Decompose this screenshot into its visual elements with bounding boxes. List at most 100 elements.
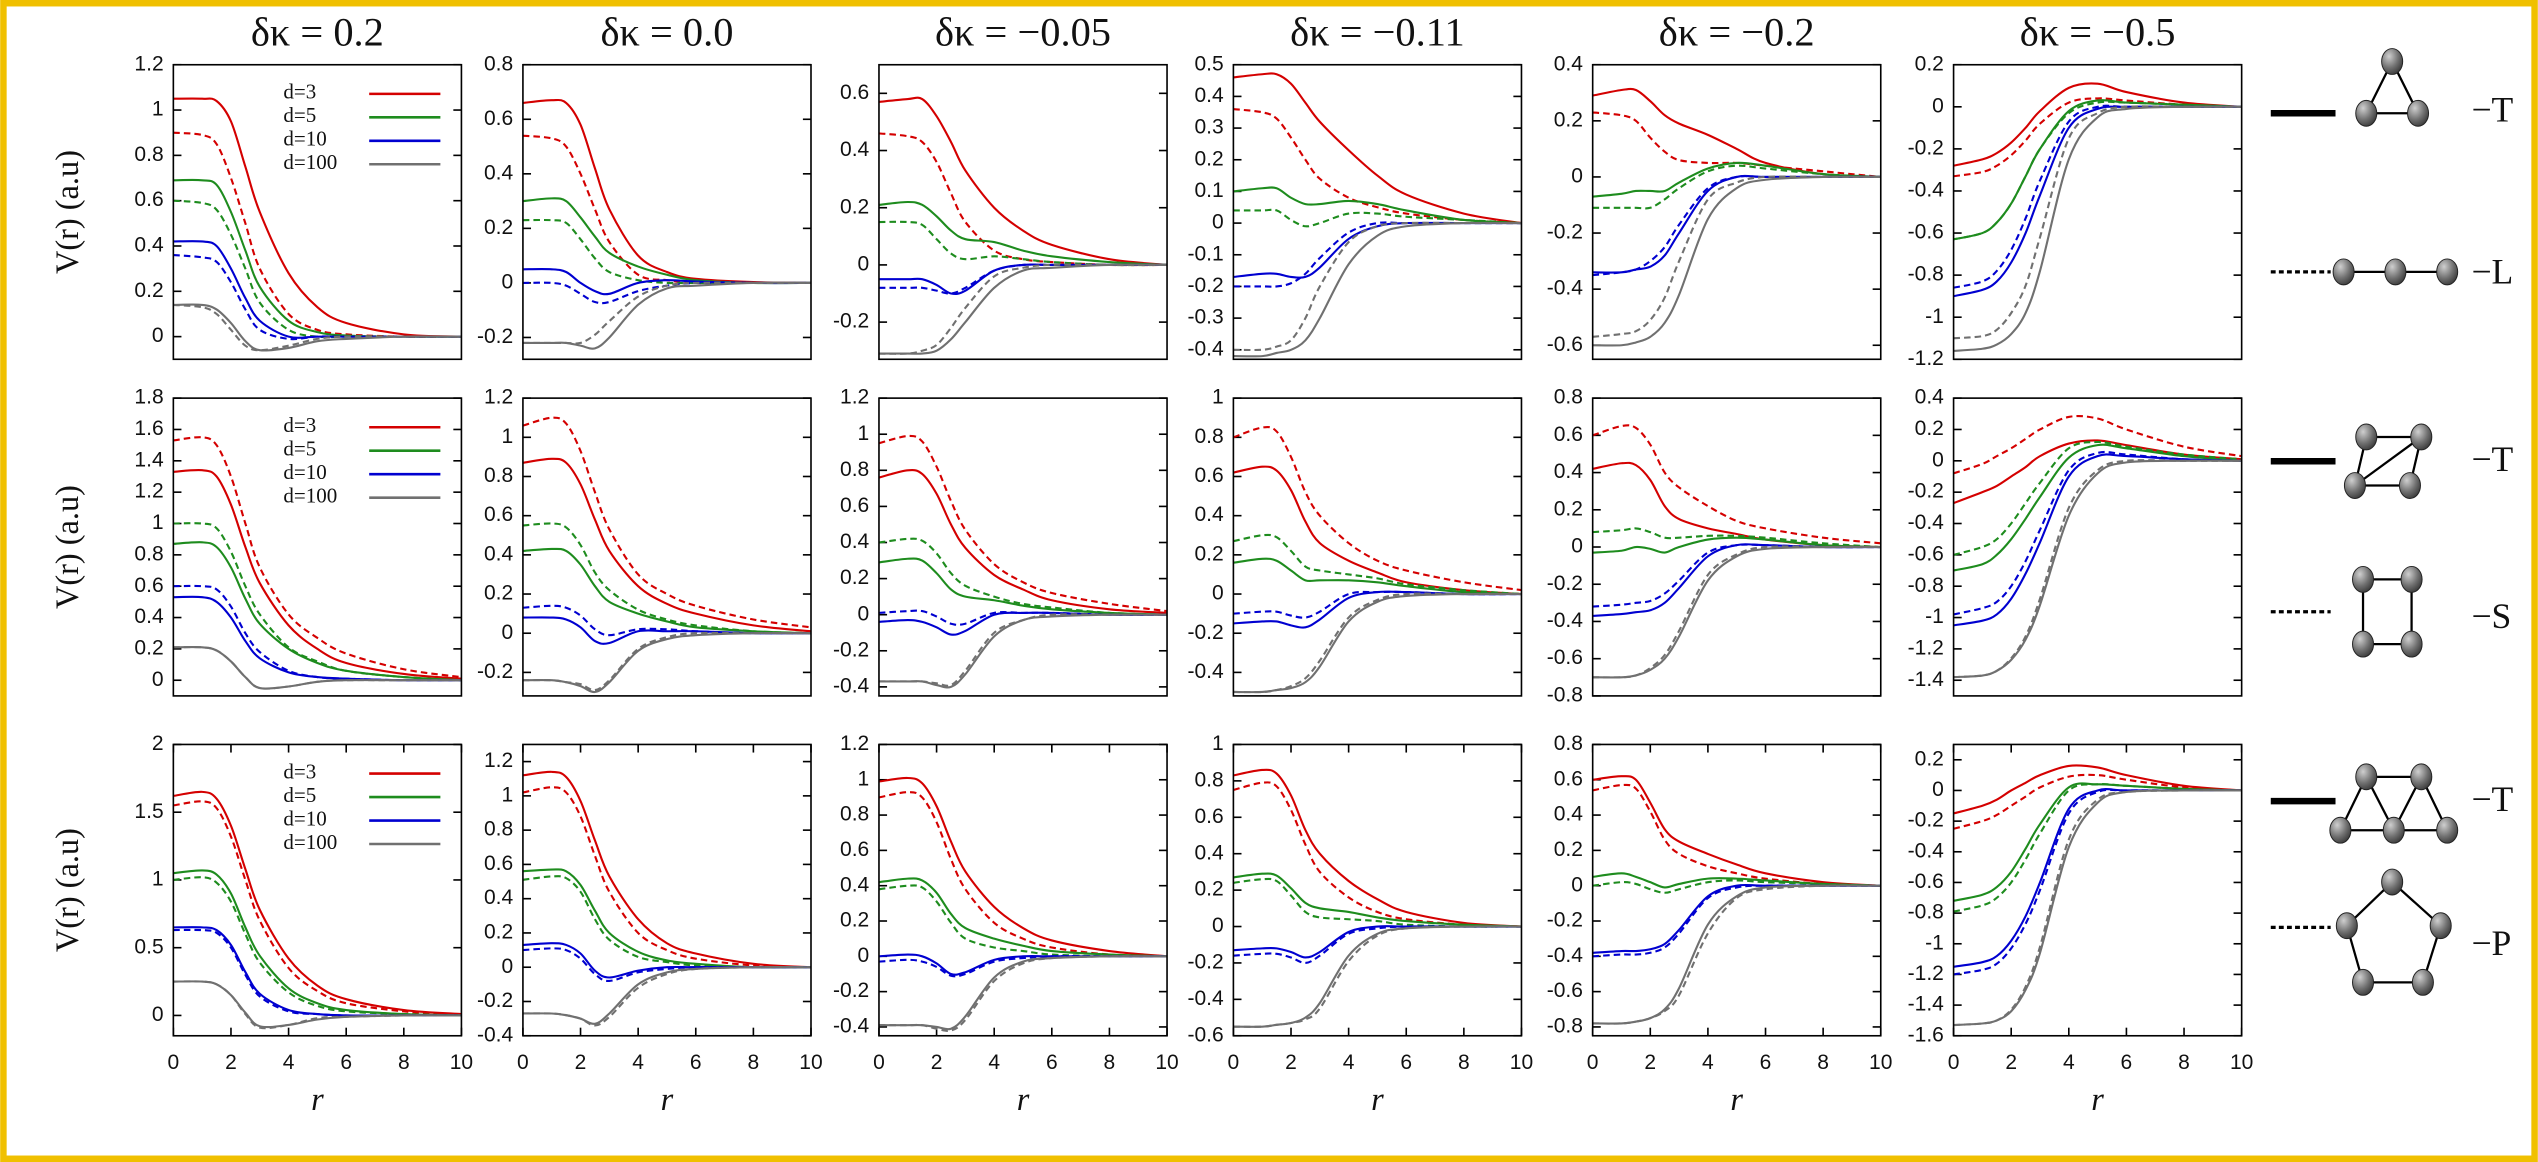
y-tick-label: 1.2 (134, 480, 163, 503)
plot-frame (878, 63, 1168, 361)
y-tick-label: 0.4 (484, 886, 514, 909)
atom (2335, 912, 2358, 940)
legend-label: d=5 (283, 437, 316, 461)
data-line (878, 877, 1168, 958)
y-tick-label: 0.6 (134, 574, 163, 597)
structure-label: −P (2471, 923, 2511, 963)
y-tick-label: -0.2 (1908, 136, 1944, 159)
y-tick-label: 0.6 (484, 107, 513, 130)
y-tick-label: -0.2 (1547, 572, 1583, 595)
x-tick-label: 0 (1587, 1051, 1599, 1074)
data-line (1233, 590, 1522, 619)
plot-frame (1952, 63, 2243, 361)
data-line (878, 263, 1168, 355)
y-axis-label: V(r) (a.u) (49, 485, 85, 609)
plot-area (878, 776, 1168, 1032)
y-tick-label: 0.2 (840, 909, 869, 932)
y-tick-label: 0.8 (484, 464, 513, 487)
legend-label: d=5 (283, 783, 316, 807)
data-line (173, 646, 462, 690)
x-tick-label: 4 (1343, 1051, 1355, 1074)
data-line (878, 613, 1168, 687)
bond (2354, 436, 2422, 487)
data-line (173, 436, 462, 679)
x-tick-label: 4 (988, 1051, 1000, 1074)
x-tick-label: 10 (450, 1051, 473, 1074)
atom (2382, 816, 2405, 844)
data-line (1953, 82, 2242, 167)
y-tick-label: 0.8 (484, 818, 513, 841)
plot-area (1233, 425, 1522, 694)
y-tick-label: 0.4 (840, 530, 870, 553)
plot-area (1953, 764, 2242, 1027)
y-tick-label: -0.4 (1187, 337, 1224, 360)
y-tick-label: 1 (152, 98, 164, 121)
atom (2410, 423, 2433, 451)
y-tick-label: 0.2 (484, 216, 513, 239)
atom (2381, 868, 2404, 896)
y-tick-label: 0 (1212, 914, 1224, 937)
atom (2384, 258, 2407, 286)
atom (2355, 423, 2378, 451)
y-tick-label: 1 (858, 767, 870, 790)
atom (2400, 630, 2423, 658)
y-tick-label: 0.2 (1194, 878, 1223, 901)
y-tick-label: 1.2 (840, 732, 869, 755)
data-line (1953, 764, 2242, 815)
y-tick-label: -0.2 (833, 979, 869, 1002)
data-line (522, 457, 811, 633)
data-line (1233, 781, 1522, 928)
data-line (1953, 453, 2242, 627)
plot-frame (1232, 63, 1523, 361)
x-tick-label: 6 (2121, 1051, 2133, 1074)
plot-frame (1952, 397, 2243, 697)
y-axis-label: V(r) (a.u) (49, 150, 85, 274)
y-tick-label: 0.6 (484, 852, 513, 875)
y-tick-label: 1.5 (134, 800, 163, 823)
y-tick-label: 0.2 (1554, 108, 1583, 131)
y-tick-label: 0 (1571, 873, 1583, 896)
data-line (1953, 105, 2242, 340)
y-tick-label: -0.2 (1547, 221, 1583, 244)
x-tick-label: 0 (517, 1051, 529, 1074)
y-tick-label: -0.6 (1908, 221, 1944, 244)
y-tick-label: 0.4 (1194, 84, 1224, 107)
structure-label: −L (2471, 251, 2513, 291)
y-tick-label: 1.4 (134, 448, 164, 471)
x-tick-label: 2 (1285, 1051, 1297, 1074)
data-line (1233, 872, 1522, 928)
y-tick-label: 1.2 (134, 52, 163, 75)
y-tick-label: 0.6 (1194, 805, 1223, 828)
data-line (1953, 459, 2242, 679)
y-tick-label: 0.8 (1194, 768, 1223, 791)
legend-label: d=5 (283, 103, 316, 127)
y-tick-label: 0.6 (1194, 464, 1223, 487)
data-line (1233, 465, 1522, 596)
y-tick-label: -0.4 (1187, 660, 1224, 683)
x-tick-label: 6 (1046, 1051, 1058, 1074)
y-tick-label: 0.6 (484, 503, 513, 526)
plot-frame (1591, 743, 1882, 1037)
data-line (522, 770, 811, 969)
data-line (522, 416, 811, 629)
data-line (173, 876, 462, 1017)
data-line (1953, 415, 2242, 475)
data-line (1592, 879, 1881, 894)
y-tick-label: 1 (502, 425, 514, 448)
atom (2355, 99, 2378, 127)
y-tick-label: -0.6 (1908, 870, 1944, 893)
plot-frame (522, 397, 812, 697)
data-line (1953, 773, 2242, 830)
x-tick-label: 2 (931, 1051, 943, 1074)
y-tick-label: -1.2 (1908, 347, 1944, 370)
y-tick-label: -0.1 (1187, 242, 1223, 265)
y-tick-label: 0 (502, 955, 514, 978)
data-line (1953, 782, 2242, 902)
y-tick-label: -0.4 (1547, 609, 1584, 632)
data-line (1953, 788, 2242, 976)
plot-frame (522, 743, 812, 1037)
plot-frame (878, 397, 1168, 697)
y-tick-label: 0.2 (1915, 747, 1944, 770)
data-line (1233, 533, 1522, 596)
y-tick-label: 0.4 (840, 138, 870, 161)
